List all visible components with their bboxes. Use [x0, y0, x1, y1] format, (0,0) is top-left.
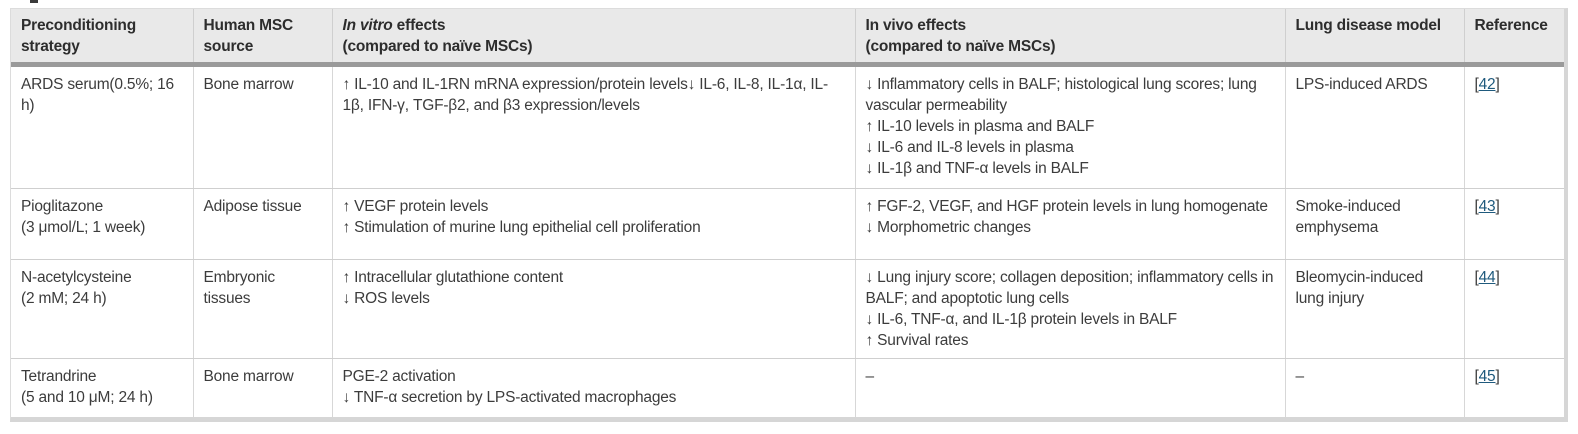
cell-line: ↓ Lung injury score; collagen deposition…: [865, 269, 1274, 307]
cell-line: Adipose tissue: [203, 198, 302, 215]
cell-line: ↓ ROS levels: [342, 290, 430, 307]
cell-line: ↓ IL-6 and IL-8 levels in plasma: [865, 139, 1074, 156]
source-cell: Embryonic tissues: [193, 259, 333, 359]
lung-disease-model-cell: –: [1285, 358, 1465, 417]
reference-link[interactable]: 43: [1478, 198, 1496, 215]
in-vitro-effects-cell: ↑ Intracellular glutathione content ↓ ROS…: [332, 259, 856, 359]
col-header-human-msc-source: Human MSC source: [193, 9, 333, 67]
table-row: Tetrandrine (5 and 10 μM; 24 h) Bone marro…: [11, 358, 1564, 417]
col-header-preconditioning-strategy: Preconditioning strategy: [11, 9, 194, 67]
table-row: N-acetylcysteine (2 mM; 24 h) Embryonic ti…: [11, 259, 1564, 359]
cell-line: ↑ FGF-2, VEGF, and HGF protein levels in…: [865, 198, 1269, 215]
reference-cell: [43]: [1464, 188, 1564, 260]
in-vivo-effects-cell: ↑ FGF-2, VEGF, and HGF protein levels in…: [855, 188, 1286, 260]
header-label: effects: [392, 17, 446, 34]
cell-line: Pioglitazone: [21, 198, 104, 215]
strategy-cell: ARDS serum(0.5%; 16 h): [11, 64, 194, 189]
table-row: Pioglitazone (3 μmol/L; 1 week) Adipose ti…: [11, 188, 1564, 260]
col-header-lung-disease-model: Lung disease model: [1285, 9, 1465, 67]
header-label: Lung disease model: [1295, 17, 1442, 34]
cell-line: LPS-induced ARDS: [1295, 76, 1428, 93]
reference-cell: [42]: [1464, 64, 1564, 189]
header-label-italic: In vitro: [342, 17, 393, 34]
msc-preconditioning-table: Preconditioning strategy Human MSC sourc…: [11, 9, 1564, 417]
cell-line: N-acetylcysteine: [21, 269, 132, 286]
cropped-text-artifact: [30, 0, 38, 3]
cell-line: ↑ Intracellular glutathione content: [342, 269, 564, 286]
source-cell: Bone marrow: [193, 358, 333, 417]
cell-line: Bleomycin-induced lung injury: [1295, 269, 1424, 307]
reference-link[interactable]: 42: [1478, 76, 1496, 93]
reference-cell: [45]: [1474, 368, 1500, 385]
cell-line: Bone marrow: [203, 76, 294, 93]
cell-line: ↓ Inflammatory cells in BALF; histologic…: [865, 76, 1257, 114]
header-label: Preconditioning strategy: [21, 17, 136, 55]
cell-line: Smoke-induced emphysema: [1295, 198, 1401, 236]
source-cell: Adipose tissue: [193, 188, 333, 260]
strategy-cell: N-acetylcysteine (2 mM; 24 h): [11, 259, 194, 359]
cell-line: –: [1295, 368, 1305, 385]
in-vitro-effects-cell: ↑ IL-10 and IL-1RN mRNA expression/prote…: [332, 64, 856, 189]
reference-link[interactable]: 45: [1478, 368, 1496, 385]
header-sublabel: (compared to naïve MSCs): [865, 38, 1056, 55]
table-row: ARDS serum(0.5%; 16 h) Bone marrow ↑ IL-10…: [11, 64, 1564, 189]
in-vivo-effects-cell: ↓ Lung injury score; collagen deposition…: [855, 259, 1286, 359]
cell-line: ↑ Stimulation of murine lung epithelial …: [342, 219, 701, 236]
table-header: Preconditioning strategy Human MSC sourc…: [11, 9, 1564, 67]
col-header-in-vivo-effects: In vivo effects (compared to naïve MSCs): [855, 9, 1286, 67]
in-vitro-effects-cell: ↑ VEGF protein levels ↑ Stimulation of mu…: [332, 188, 856, 260]
cell-line: ↓ IL-1β and TNF-α levels in BALF: [865, 160, 1089, 177]
cell-line: PGE-2 activation: [342, 368, 456, 385]
col-header-in-vitro-effects: In vitro effects (compared to naïve MSCs…: [332, 9, 856, 67]
cell-line: ↑ IL-10 and IL-1RN mRNA expression/prote…: [342, 76, 829, 114]
cell-line: Bone marrow: [203, 368, 294, 385]
cell-line: Embryonic tissues: [203, 269, 276, 307]
cell-line: (5 and 10 μM; 24 h): [21, 389, 153, 406]
reference-link[interactable]: 44: [1478, 269, 1496, 286]
header-label: Reference: [1474, 17, 1548, 34]
header-row: Preconditioning strategy Human MSC sourc…: [11, 9, 1564, 67]
cell-line: ↑ VEGF protein levels: [342, 198, 489, 215]
lung-disease-model-cell: Smoke-induced emphysema: [1285, 188, 1465, 260]
col-header-reference: Reference: [1464, 9, 1564, 67]
cell-line: (2 mM; 24 h): [21, 290, 107, 307]
lung-disease-model-cell: LPS-induced ARDS: [1285, 64, 1465, 189]
cell-line: Tetrandrine: [21, 368, 97, 385]
lung-disease-model-cell: Bleomycin-induced lung injury: [1285, 259, 1465, 359]
header-label: In vivo effects: [865, 17, 967, 34]
cell-line: ↑ Survival rates: [865, 332, 969, 349]
header-label: Human MSC source: [203, 17, 294, 55]
reference-cell: [44]: [1464, 259, 1564, 359]
cell-line: ↓ IL-6, TNF-α, and IL-1β protein levels …: [865, 311, 1178, 328]
in-vitro-effects-cell: PGE-2 activation ↓ TNF-α secretion by LPS…: [332, 358, 856, 417]
table-body: ARDS serum(0.5%; 16 h) Bone marrow ↑ IL-10…: [11, 64, 1564, 417]
cell-line: (3 μmol/L; 1 week): [21, 219, 146, 236]
strategy-cell: Tetrandrine (5 and 10 μM; 24 h): [11, 358, 194, 417]
strategy-cell: Pioglitazone (3 μmol/L; 1 week): [11, 188, 194, 260]
source-cell: Bone marrow: [193, 64, 333, 189]
cell-line: ARDS serum(0.5%; 16 h): [21, 76, 174, 114]
cell-line: ↑ IL-10 levels in plasma and BALF: [865, 118, 1095, 135]
cell-line: –: [865, 368, 875, 385]
in-vivo-effects-cell: ↓ Inflammatory cells in BALF; histologic…: [855, 64, 1286, 189]
msc-preconditioning-table-container: Preconditioning strategy Human MSC sourc…: [10, 8, 1568, 422]
cell-line: ↓ TNF-α secretion by LPS-activated macro…: [342, 389, 677, 406]
header-sublabel: (compared to naïve MSCs): [342, 38, 533, 55]
cell-line: ↓ Morphometric changes: [865, 219, 1032, 236]
in-vivo-effects-cell: –: [855, 358, 1286, 417]
